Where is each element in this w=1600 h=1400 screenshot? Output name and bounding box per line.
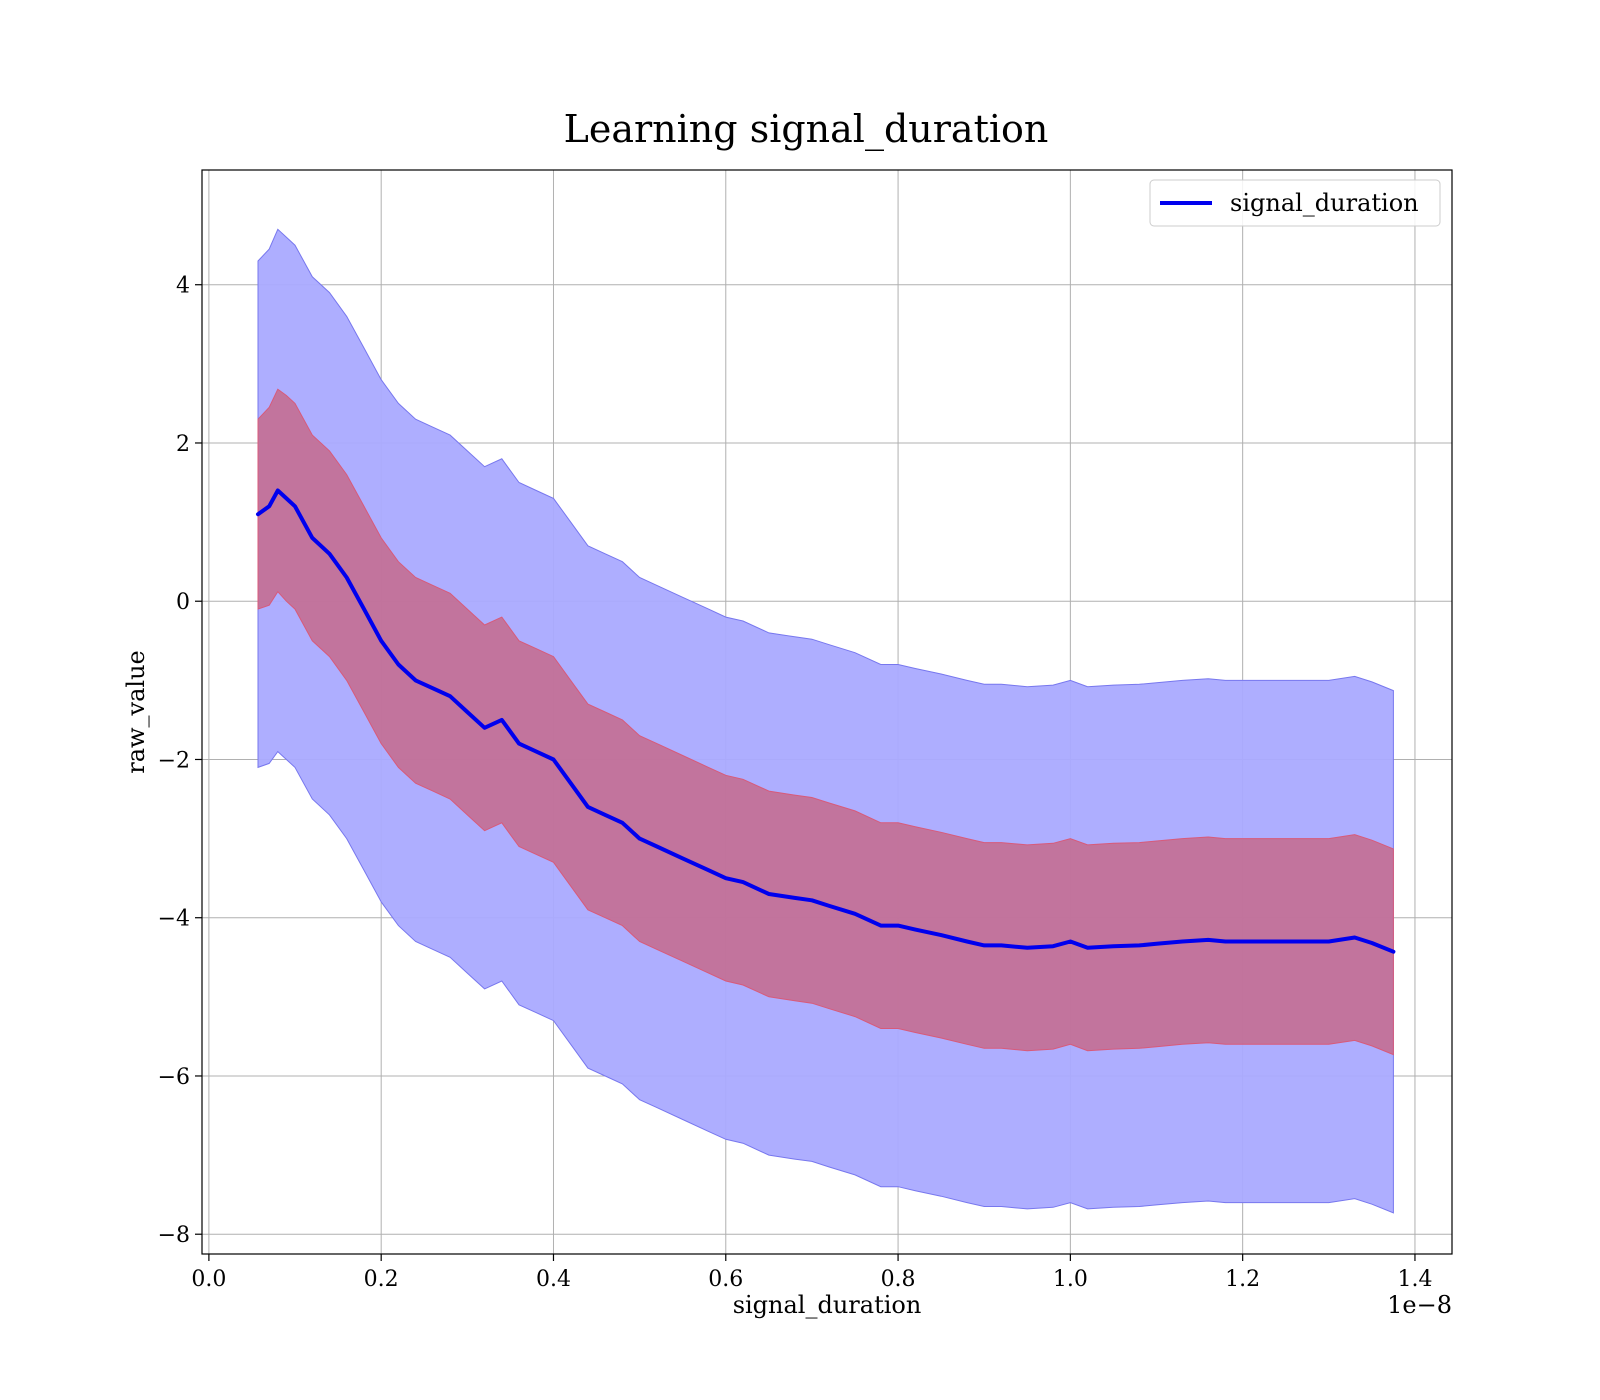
x-tick-label: 0.4 (536, 1267, 571, 1292)
confidence-bands (257, 228, 1394, 1214)
series-line-signal-duration (256, 488, 1396, 954)
x-tick-label: 1.2 (1225, 1267, 1260, 1292)
x-tick-label: 0.8 (881, 1267, 916, 1292)
y-tick-label: −6 (158, 1065, 190, 1090)
plot-frame (201, 169, 1453, 1255)
y-tick-label: 2 (176, 432, 190, 457)
y-tick-label: 4 (176, 274, 190, 299)
y-tick-label: −4 (158, 907, 190, 932)
x-axis-label: signal_duration (733, 1291, 922, 1319)
inner-confidence-band (257, 388, 1394, 1056)
x-tick-label: 0.0 (191, 1267, 226, 1292)
x-axis-ticks: 0.0 0.2 0.4 0.6 0.8 1.0 1.2 1.4 (191, 1254, 1432, 1292)
x-tick-label: 0.2 (364, 1267, 399, 1292)
chart-title: Learning signal_duration (564, 107, 1049, 152)
legend-label: signal_duration (1230, 189, 1419, 217)
y-tick-label: −2 (158, 748, 190, 773)
x-tick-label: 0.6 (708, 1267, 743, 1292)
legend: signal_duration (1149, 179, 1441, 227)
series-lines (256, 488, 1396, 954)
y-axis-ticks: 4 2 0 −2 −4 −6 −8 (158, 274, 202, 1248)
legend-box (1149, 179, 1441, 227)
y-axis-label: raw_value (122, 650, 150, 774)
x-axis-offset-label: 1e−8 (1387, 1291, 1452, 1319)
y-tick-label: 0 (176, 590, 190, 615)
x-tick-label: 1.4 (1397, 1267, 1432, 1292)
x-tick-label: 1.0 (1053, 1267, 1088, 1292)
y-tick-label: −8 (158, 1223, 190, 1248)
